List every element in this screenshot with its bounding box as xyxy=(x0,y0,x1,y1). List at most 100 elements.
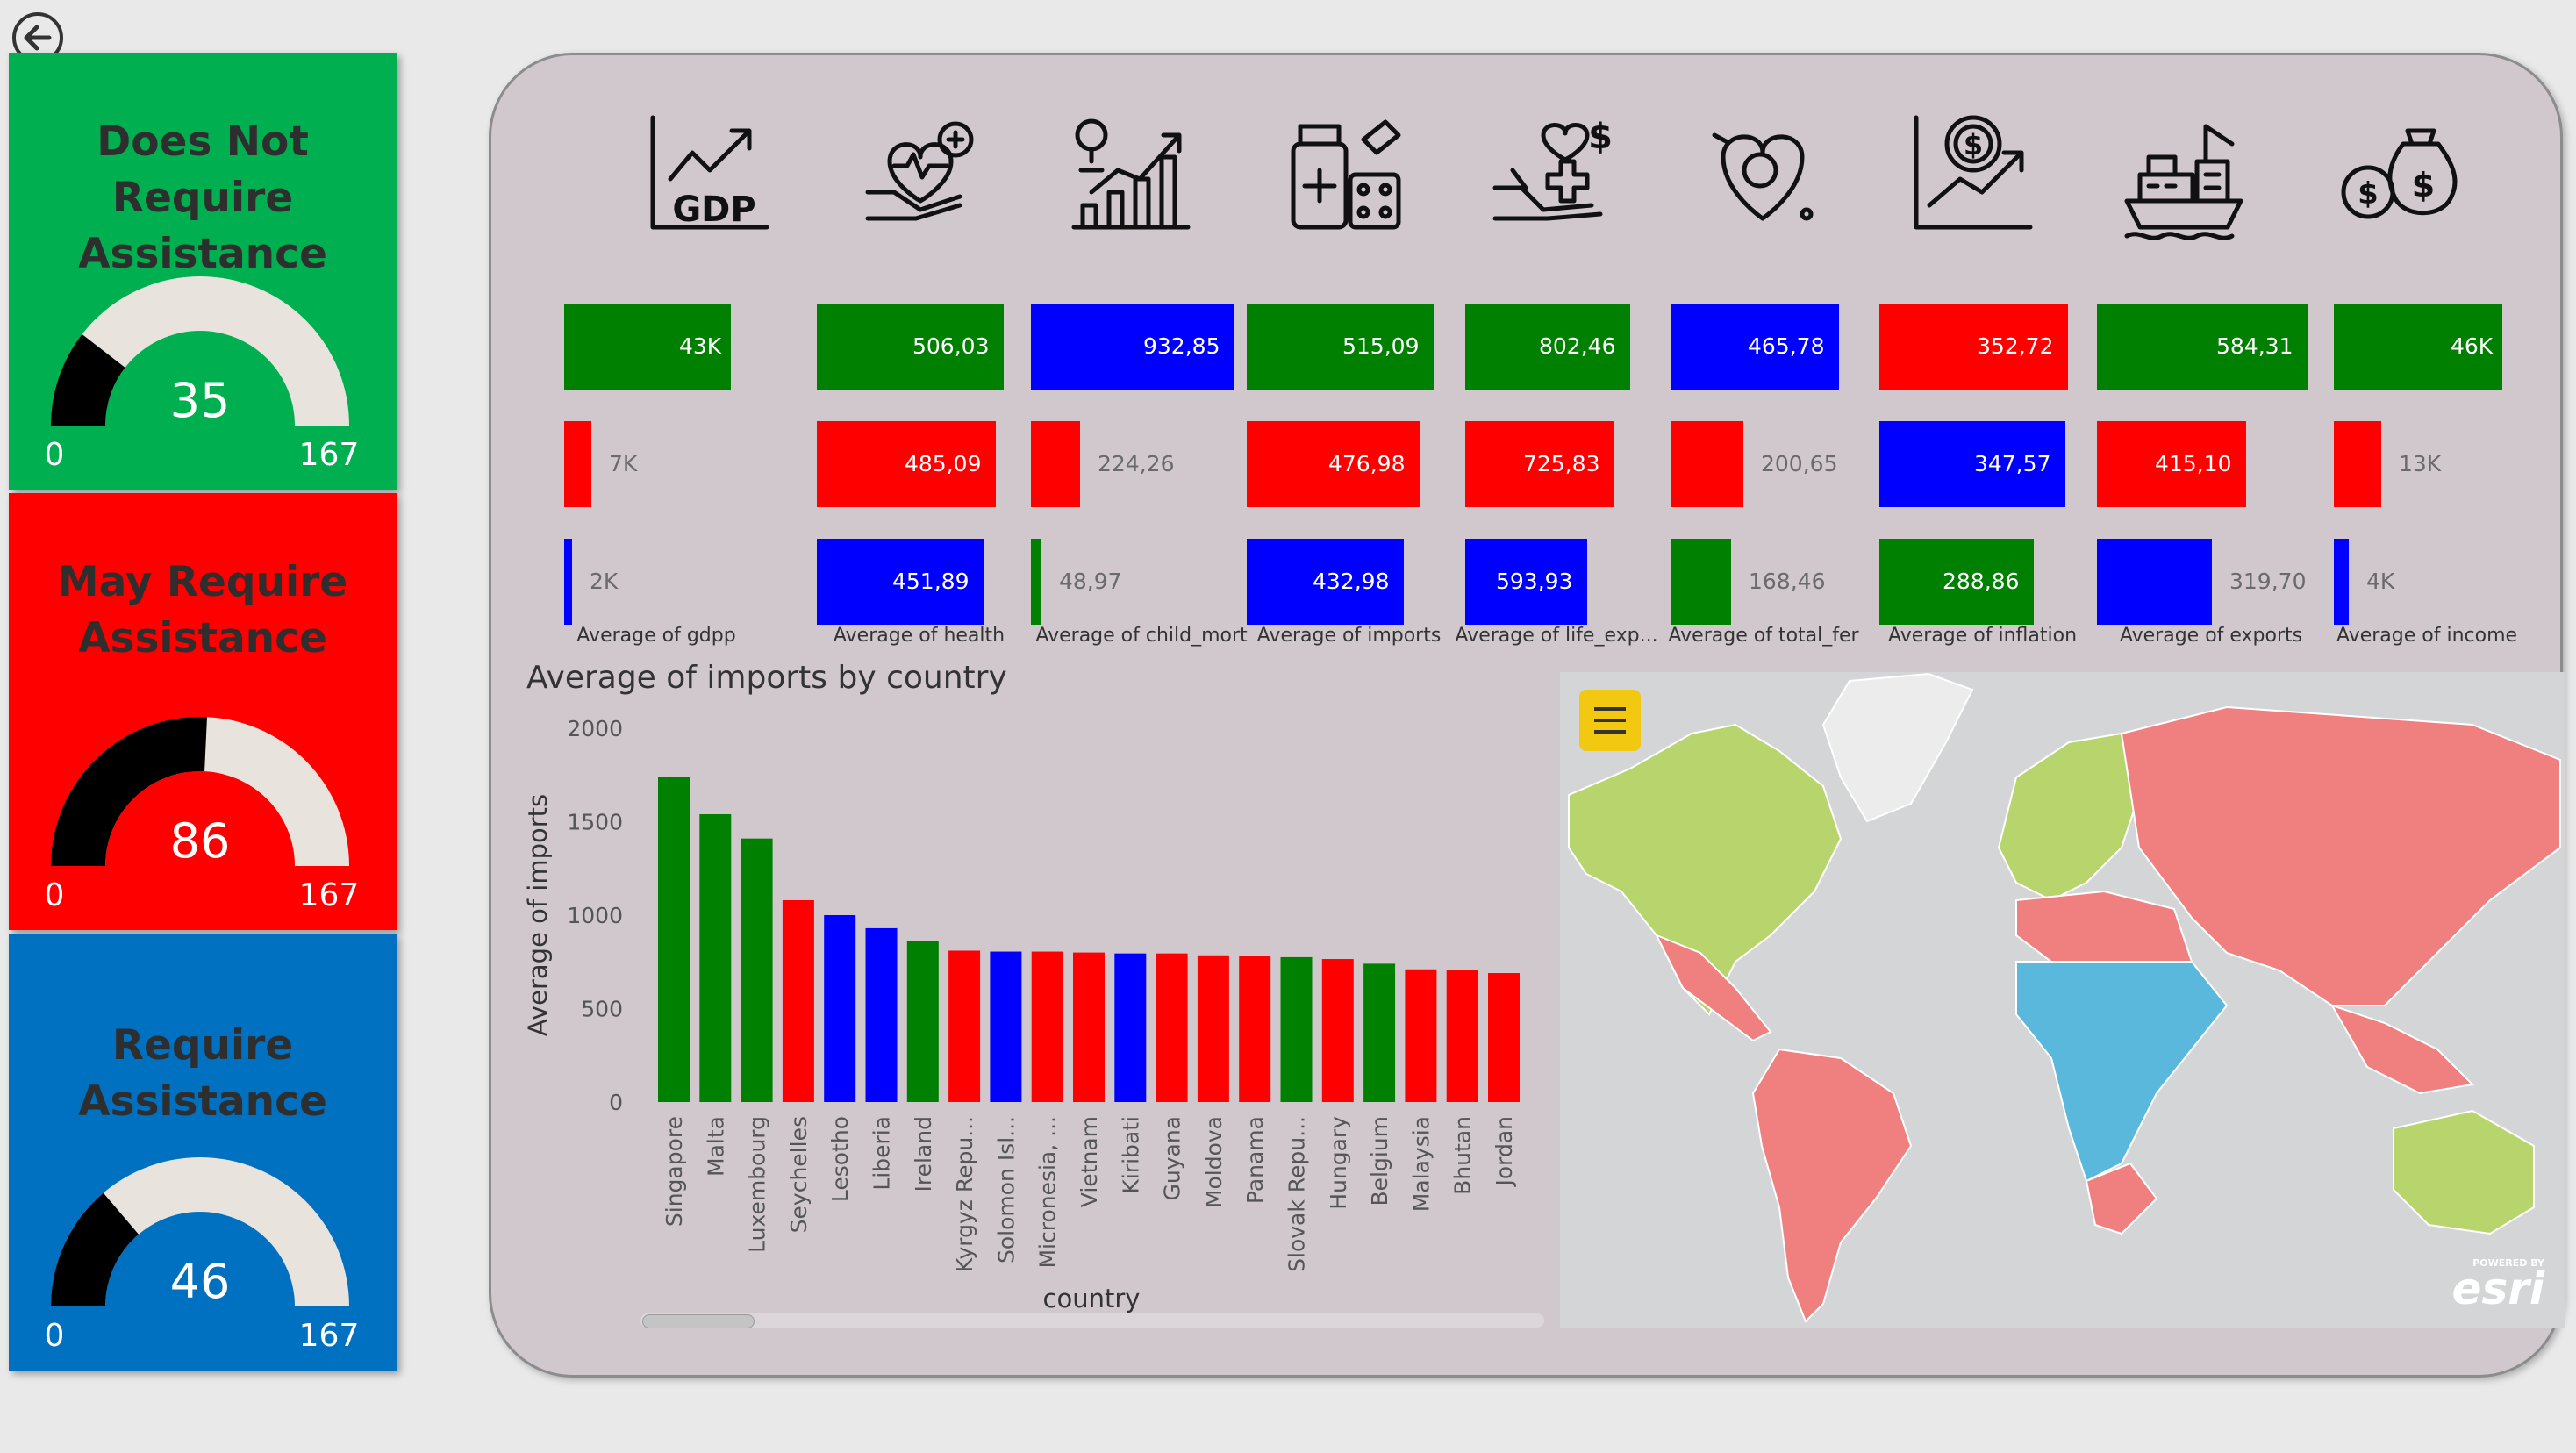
chart-bar[interactable] xyxy=(1156,953,1188,1102)
svg-text:GDP: GDP xyxy=(672,190,755,230)
metric-bar-value: 48,97 xyxy=(1059,569,1122,594)
metric-bar[interactable] xyxy=(1879,304,2068,390)
assistance-card-2[interactable]: Require Assistance 46 0 167 xyxy=(9,934,397,1371)
metric-bar[interactable] xyxy=(2097,304,2308,390)
chart-bar[interactable] xyxy=(824,915,856,1102)
chart-bar[interactable] xyxy=(1197,955,1229,1102)
metric-bar[interactable] xyxy=(2097,539,2212,625)
metric-bar[interactable] xyxy=(1247,421,1420,507)
gauge-value: 35 xyxy=(170,373,231,428)
map-region-north-africa xyxy=(2015,890,2193,972)
metric-bar[interactable] xyxy=(1671,539,1731,625)
metric-bar[interactable] xyxy=(817,421,996,507)
map-menu-button[interactable] xyxy=(1579,690,1641,751)
world-map[interactable]: POWERED BY esri xyxy=(1560,672,2565,1328)
metric-bar[interactable] xyxy=(1465,304,1630,390)
metric-bar[interactable] xyxy=(2334,304,2502,390)
svg-text:$: $ xyxy=(2358,176,2379,211)
chart-bar[interactable] xyxy=(782,899,814,1102)
metric-bar[interactable] xyxy=(1671,304,1839,390)
gauge-value: 86 xyxy=(170,813,231,869)
chart-bar[interactable] xyxy=(1363,963,1396,1102)
chart-bar[interactable] xyxy=(658,777,690,1102)
imports-icon xyxy=(1276,109,1407,245)
metric-bar[interactable] xyxy=(817,539,984,625)
metric-bar-value: 451,89 xyxy=(892,569,970,594)
metric-bar-value: 593,93 xyxy=(1496,569,1573,594)
metric-label: Average of gdpp xyxy=(576,625,736,647)
gauge-min: 0 xyxy=(45,877,65,913)
map-canvas xyxy=(1568,672,2561,1323)
map-region-greenland xyxy=(1821,672,1974,823)
x-tick-label: Luxembourg xyxy=(745,1116,770,1253)
metric-bar-value: 415,10 xyxy=(2155,451,2232,476)
gdp-icon: GDP xyxy=(644,109,776,245)
x-tick-label: Guyana xyxy=(1160,1116,1185,1201)
metric-bar[interactable] xyxy=(2334,539,2349,625)
metric-bar[interactable] xyxy=(1031,539,1041,625)
chart-bar[interactable] xyxy=(1031,951,1063,1102)
x-tick-label: Bhutan xyxy=(1450,1116,1476,1195)
chart-bar[interactable] xyxy=(948,950,981,1102)
x-tick-label: Vietnam xyxy=(1077,1116,1102,1207)
metric-bar-value: 7K xyxy=(609,451,638,476)
metric-bar[interactable] xyxy=(1879,539,2034,625)
x-tick-label: Seychelles xyxy=(786,1116,812,1233)
x-tick-label: Kyrgyz Repu... xyxy=(952,1116,977,1272)
chart-scrollbar-thumb[interactable] xyxy=(642,1314,755,1328)
assistance-card-1[interactable]: May Require Assistance 86 0 167 xyxy=(9,493,397,930)
metric-bar[interactable] xyxy=(1465,421,1614,507)
metric-bar[interactable] xyxy=(1247,304,1434,390)
y-tick-label: 2000 xyxy=(567,716,623,741)
metric-bar[interactable] xyxy=(1671,421,1743,507)
metric-bar-value: 506,03 xyxy=(912,333,990,359)
map-region-asia xyxy=(2120,705,2561,1006)
chart-bar[interactable] xyxy=(865,927,898,1102)
chart-bar[interactable] xyxy=(1073,952,1105,1102)
metric-bar[interactable] xyxy=(2097,421,2246,507)
metric-bar-value: 46K xyxy=(2451,333,2494,359)
metric-bar[interactable] xyxy=(564,539,572,625)
metric-bar[interactable] xyxy=(1247,539,1404,625)
chart-bar[interactable] xyxy=(990,951,1022,1102)
metric-label: Average of imports xyxy=(1256,625,1442,647)
x-tick-label: Panama xyxy=(1242,1116,1268,1204)
metric-bar-value: 465,78 xyxy=(1748,333,1825,359)
metric-bar[interactable] xyxy=(817,304,1004,390)
chart-bar[interactable] xyxy=(1446,970,1478,1102)
fertility-icon xyxy=(1697,109,1828,245)
income-icon: $ $ xyxy=(2329,109,2460,245)
y-tick-label: 1500 xyxy=(567,810,623,835)
metric-bar[interactable] xyxy=(1031,304,1234,390)
chart-bar[interactable] xyxy=(1114,953,1147,1102)
x-tick-label: Singapore xyxy=(662,1116,687,1227)
map-region-southeast-asia xyxy=(2329,1004,2475,1095)
metric-bar[interactable] xyxy=(2334,421,2381,507)
x-tick-label: Moldova xyxy=(1201,1116,1227,1208)
metric-bar[interactable] xyxy=(564,421,591,507)
metric-bar-value: 2K xyxy=(590,569,619,594)
gauge: 86 0 167 xyxy=(45,717,359,913)
metric-label: Average of child_mort xyxy=(1035,625,1248,647)
chart-bar[interactable] xyxy=(1321,959,1354,1102)
map-region-south-america xyxy=(1751,1048,1913,1323)
metric-bar-value: 4K xyxy=(2366,569,2395,594)
gauge-min: 0 xyxy=(45,1318,65,1354)
x-tick-label: Solomon Isl... xyxy=(993,1116,1019,1263)
chart-scrollbar[interactable] xyxy=(640,1313,1544,1328)
chart-bar[interactable] xyxy=(1239,956,1271,1102)
metric-bar[interactable] xyxy=(1031,421,1080,507)
metric-bar[interactable] xyxy=(1465,539,1587,625)
metric-bar-value: 352,72 xyxy=(1977,333,2054,359)
gauge-max: 167 xyxy=(299,1318,360,1354)
exports-icon xyxy=(2118,109,2250,245)
chart-bar[interactable] xyxy=(1405,969,1437,1102)
chart-bar[interactable] xyxy=(699,813,732,1102)
assistance-card-0[interactable]: Does Not Require Assistance 35 0 167 xyxy=(9,53,397,490)
chart-bar[interactable] xyxy=(741,838,773,1102)
chart-bar[interactable] xyxy=(1488,973,1520,1102)
chart-bar[interactable] xyxy=(1280,956,1313,1102)
metric-bar[interactable] xyxy=(1879,421,2065,507)
metric-bar[interactable] xyxy=(564,304,731,390)
chart-bar[interactable] xyxy=(906,941,939,1102)
